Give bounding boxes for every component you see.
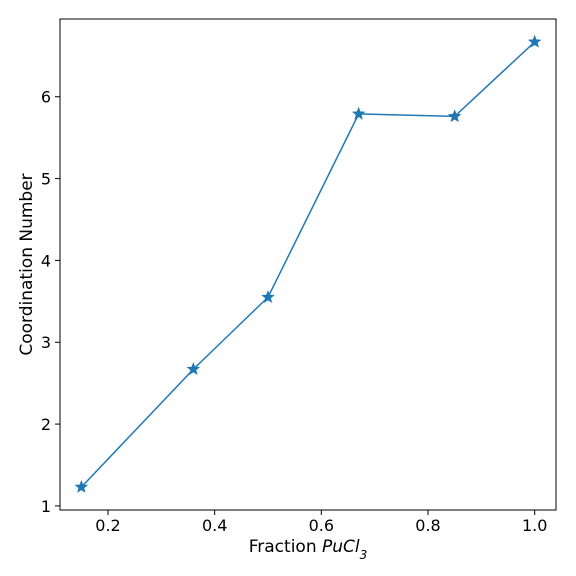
data-point-star bbox=[186, 362, 201, 375]
series-line bbox=[80, 41, 536, 488]
data-point-star bbox=[351, 106, 366, 120]
y-tick-label: 3 bbox=[41, 333, 51, 352]
data-point-star bbox=[74, 479, 89, 493]
plot-area bbox=[59, 18, 557, 511]
plot-frame bbox=[59, 18, 557, 511]
data-point-star bbox=[447, 109, 462, 123]
x-tick-label: 0.4 bbox=[202, 516, 227, 535]
y-tick-label: 1 bbox=[41, 497, 51, 516]
x-tick-label: 0.6 bbox=[309, 516, 334, 535]
data-point-star bbox=[527, 34, 542, 48]
y-tick-label: 4 bbox=[41, 251, 51, 270]
x-axis-label-prefix: Fraction bbox=[249, 537, 322, 557]
x-tick-label: 0.8 bbox=[415, 516, 440, 535]
axis-ticks: 0.2 0.4 0.6 0.8 1.0 1 2 3 4 5 6 bbox=[41, 88, 548, 535]
x-axis-label-formula: PuCl bbox=[322, 537, 360, 557]
x-axis-label: Fraction PuCl3 bbox=[249, 537, 368, 562]
y-tick-label: 6 bbox=[41, 88, 51, 107]
data-series bbox=[74, 34, 542, 493]
x-tick-label: 1.0 bbox=[522, 516, 547, 535]
data-point-star bbox=[261, 290, 275, 303]
y-axis-label: Coordination Number bbox=[17, 173, 37, 355]
y-tick-label: 5 bbox=[41, 170, 51, 189]
x-tick-label: 0.2 bbox=[95, 516, 120, 535]
y-tick-label: 2 bbox=[41, 415, 51, 434]
x-axis-label-subscript: 3 bbox=[360, 548, 368, 562]
